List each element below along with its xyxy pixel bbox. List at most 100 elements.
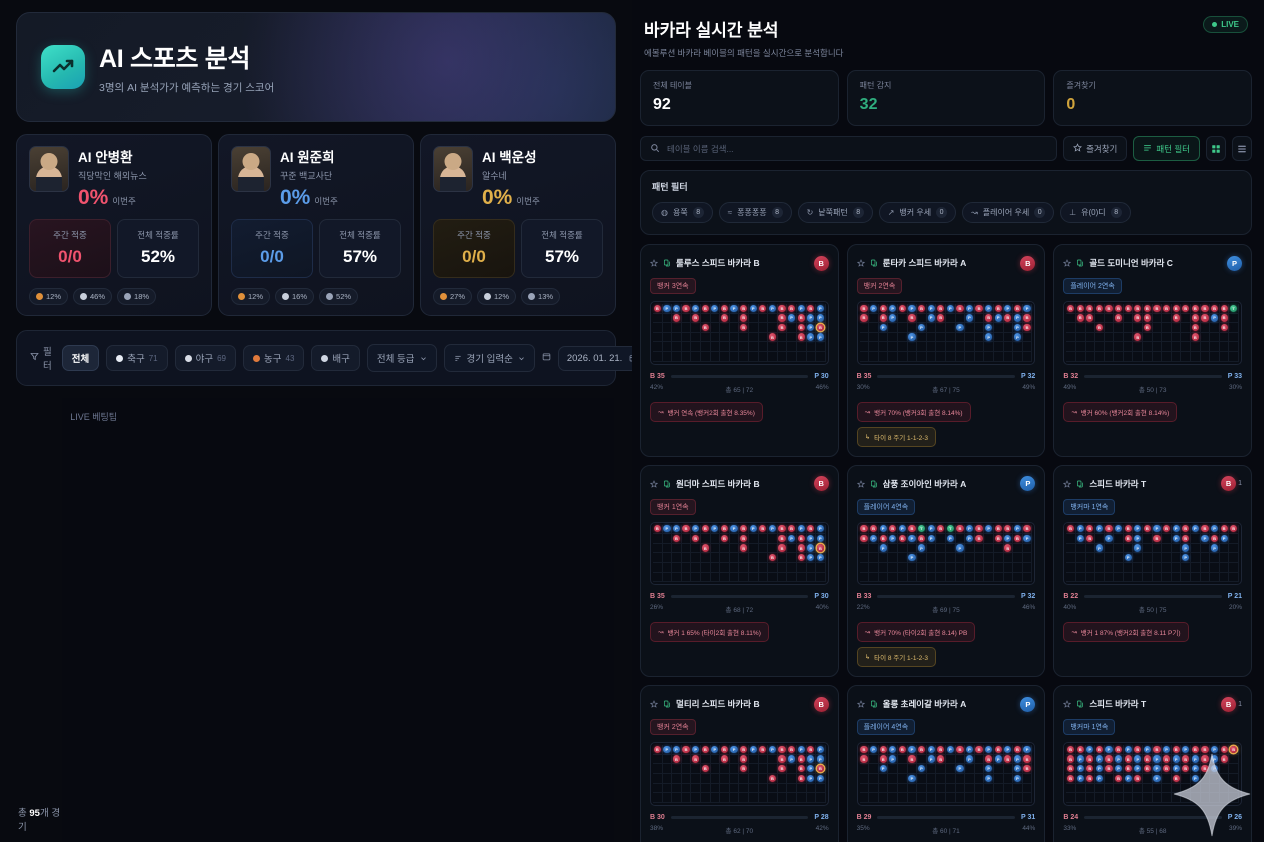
road-cell bbox=[1210, 773, 1220, 784]
table-pattern-tag: 플레이어 2연속 bbox=[1063, 278, 1122, 294]
star-icon[interactable] bbox=[649, 475, 659, 493]
star-icon[interactable] bbox=[649, 254, 659, 272]
road-cell: P bbox=[806, 534, 817, 544]
road-bead-player: P bbox=[797, 304, 805, 312]
analyst-card[interactable]: AI 안병환 직당막인 해외뉴스 0% 이번주 주간 적중 0/0 전체 적중률 … bbox=[16, 134, 212, 316]
road-cell: P bbox=[946, 534, 956, 544]
road-cell bbox=[936, 553, 946, 563]
player-pct: 46% bbox=[815, 383, 829, 391]
sport-chip-2[interactable]: 야구 69 bbox=[174, 345, 237, 371]
road-bead-banker: B bbox=[908, 525, 916, 533]
pattern-chip[interactable]: ⊥ 유(0)디 8 bbox=[1060, 202, 1131, 223]
road-cell bbox=[878, 793, 889, 803]
road-bead-banker: B bbox=[1230, 525, 1238, 533]
road-cell bbox=[1152, 323, 1163, 333]
star-icon[interactable] bbox=[1063, 254, 1072, 272]
road-cell: P bbox=[806, 313, 817, 324]
pattern-hint[interactable]: ↝ 뱅커 1 87% (뱅커2회 출현 8.11 P기) bbox=[1063, 622, 1189, 643]
road-cell bbox=[1162, 543, 1172, 554]
road-cell: B bbox=[1152, 534, 1163, 544]
pattern-hint[interactable]: ↳ 타이 8 주기 1-1-2-3 bbox=[856, 647, 937, 668]
road-cell bbox=[768, 351, 778, 362]
grid-view-icon[interactable] bbox=[1206, 136, 1226, 161]
road-bead-player: P bbox=[1153, 525, 1161, 533]
player-pct: 39% bbox=[1228, 824, 1242, 832]
live-tip-link[interactable]: LIVE 베팅팁 bbox=[62, 398, 614, 842]
road-bead-banker: B bbox=[1162, 525, 1171, 533]
road-bead-banker: B bbox=[1201, 765, 1209, 773]
pattern-hint[interactable]: ↝ 뱅커 70% (뱅커3회 출현 8.14%) bbox=[856, 401, 971, 422]
pattern-hint[interactable]: ↝ 뱅커 60% (뱅커2회 출현 8.14%) bbox=[1063, 401, 1178, 422]
road-bead-highlight: B bbox=[816, 544, 824, 552]
road-cell: B bbox=[720, 313, 730, 324]
sport-chip-3[interactable]: 농구 43 bbox=[243, 345, 305, 371]
road-cell bbox=[1162, 783, 1172, 794]
road-bead-banker: B bbox=[1220, 304, 1228, 312]
star-icon[interactable] bbox=[649, 695, 659, 713]
road-cell bbox=[653, 313, 663, 324]
sport-chip-4[interactable]: 배구 bbox=[311, 345, 360, 371]
road-cell bbox=[710, 553, 721, 563]
pattern-chip[interactable]: ◍ 용쭉 8 bbox=[652, 202, 713, 223]
table-pattern-tag: 뱅커마 1연속 bbox=[1063, 719, 1116, 736]
grade-select[interactable]: 전체 등급 bbox=[366, 344, 437, 372]
road-cell: B bbox=[777, 543, 788, 554]
road-cell bbox=[662, 562, 673, 573]
star-icon[interactable] bbox=[1063, 695, 1072, 713]
pattern-filter-button[interactable]: 패턴 필터 bbox=[1133, 136, 1200, 161]
road-cell bbox=[1200, 572, 1211, 583]
favorites-button[interactable]: 즐겨찾기 bbox=[1063, 136, 1128, 161]
analyst-card[interactable]: AI 백운성 알수네 0% 이번주 주간 적중 0/0 전체 적중률 57% bbox=[420, 134, 616, 316]
star-icon[interactable] bbox=[856, 254, 865, 272]
pattern-chip[interactable]: ↝ 플레이어 우세 0 bbox=[962, 202, 1055, 223]
road-cell: P bbox=[816, 313, 826, 324]
search-box[interactable] bbox=[640, 136, 1058, 161]
star-icon[interactable] bbox=[856, 475, 865, 493]
road-cell bbox=[1171, 553, 1182, 563]
sport-chip-0[interactable]: 전체 bbox=[61, 345, 100, 371]
road-bead-banker: B bbox=[956, 304, 964, 312]
road-bead-banker: B bbox=[1004, 314, 1012, 322]
pattern-hint[interactable]: ↝ 뱅커 1 65% (타이2회 출현 8.11%) bbox=[650, 622, 769, 643]
pattern-hint[interactable]: ↝ 뱅커 연속 (뱅커2회 출현 8.35%) bbox=[650, 401, 763, 422]
pattern-chip[interactable]: ↗ 뱅커 우세 0 bbox=[878, 202, 957, 223]
pattern-chip[interactable]: ↻ 낱쭉패턴 8 bbox=[797, 202, 873, 223]
road-bead-player: P bbox=[1143, 745, 1151, 754]
road-cell: P bbox=[691, 745, 701, 755]
list-view-icon[interactable] bbox=[1232, 136, 1252, 161]
star-icon[interactable] bbox=[1063, 475, 1072, 493]
road-cell bbox=[955, 783, 966, 794]
road-cell bbox=[1143, 553, 1153, 563]
road-cell bbox=[758, 534, 769, 544]
road-bead-player: P bbox=[956, 765, 964, 773]
road-cell bbox=[1210, 351, 1220, 362]
pattern-hint[interactable]: ↳ 타이 8 주기 1-1-2-3 bbox=[856, 426, 937, 447]
cards-icon bbox=[663, 695, 671, 713]
date-from-picker[interactable]: 2026. 01. 21. bbox=[557, 345, 632, 371]
analyst-card[interactable]: AI 원준희 꾸준 백교사단 0% 이번주 주간 적중 0/0 전체 적중률 57… bbox=[218, 134, 414, 316]
pattern-hint[interactable]: ↝ 뱅커 70% (타이2회 출현 8.14) PB bbox=[856, 622, 976, 643]
road-cell: B bbox=[955, 524, 966, 535]
pattern-chip[interactable]: ≈ 퐁퐁퐁퐁 8 bbox=[718, 202, 792, 223]
road-bead-banker: B bbox=[1182, 304, 1190, 312]
sport-chip-1[interactable]: 축구 71 bbox=[106, 345, 168, 371]
road-bead-banker: B bbox=[956, 525, 964, 533]
analyst-stat-value: 0/0 bbox=[260, 247, 284, 266]
search-input[interactable] bbox=[667, 143, 1048, 154]
road-cell: B bbox=[1219, 313, 1230, 324]
sort-select[interactable]: 경기 입력순 bbox=[443, 344, 535, 372]
star-icon[interactable] bbox=[856, 695, 865, 713]
road-cell bbox=[1123, 332, 1134, 343]
road-cell bbox=[768, 793, 778, 803]
road-cell bbox=[681, 534, 692, 544]
